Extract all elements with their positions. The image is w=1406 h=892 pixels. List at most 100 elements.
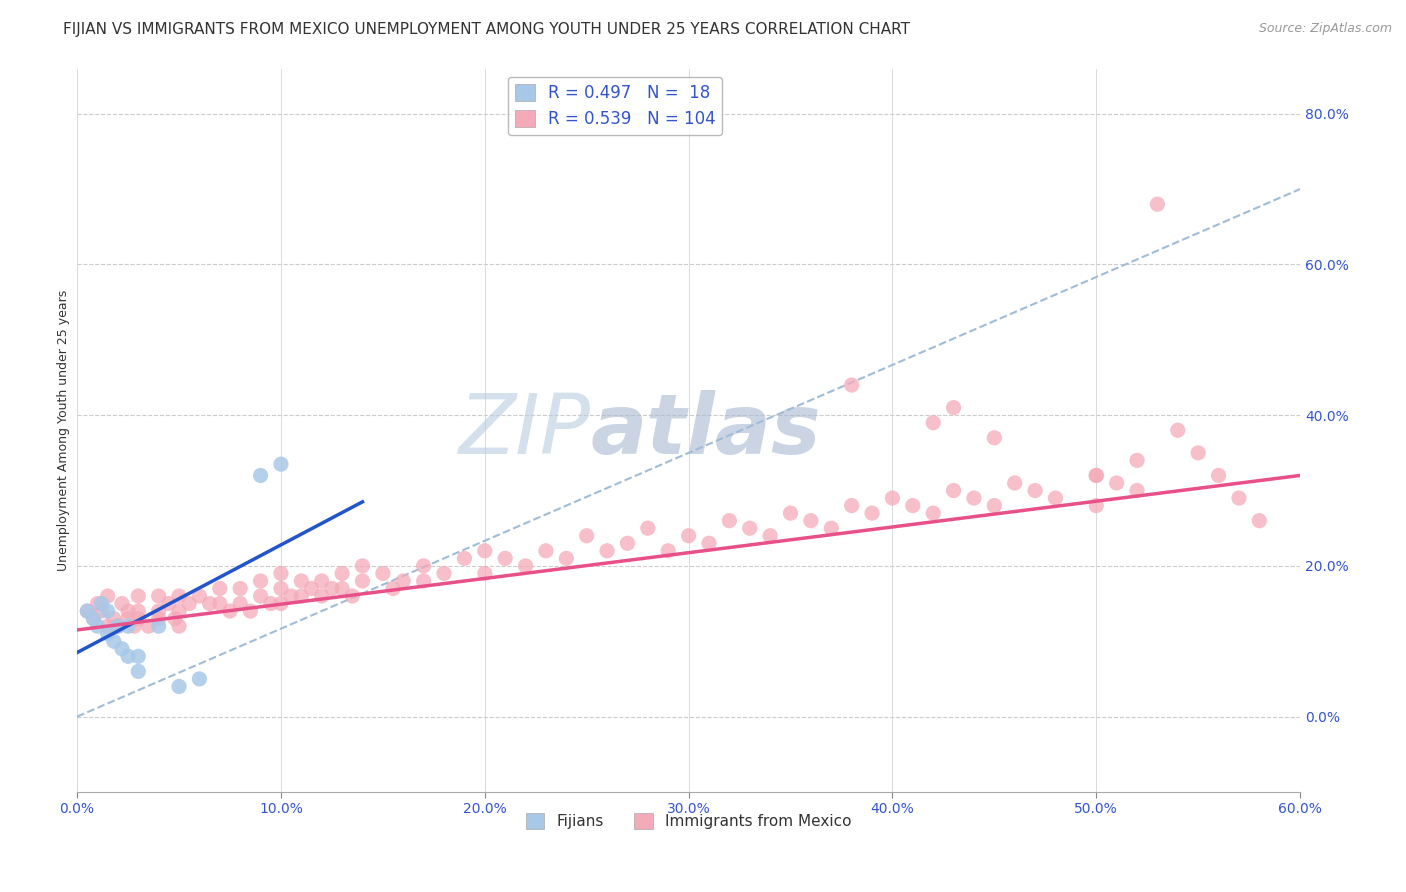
Point (963, 491, 986, 505)
Point (127, 649, 149, 664)
Point (90, 604, 112, 618)
Point (1208, 468, 1230, 483)
Point (290, 574, 312, 588)
Point (76, 604, 98, 618)
Point (167, 680, 190, 694)
Point (311, 589, 333, 603)
Point (148, 619, 170, 633)
Point (127, 612, 149, 626)
Point (841, 378, 863, 392)
Point (494, 551, 516, 566)
Point (1167, 423, 1189, 437)
Point (474, 566, 496, 581)
Point (270, 457, 292, 471)
Point (208, 597, 231, 611)
Point (983, 431, 1005, 445)
Text: atlas: atlas (591, 390, 821, 471)
Point (352, 558, 374, 573)
Point (208, 582, 231, 596)
Point (198, 597, 221, 611)
Point (882, 491, 904, 505)
Point (179, 597, 201, 611)
Point (188, 589, 211, 603)
Point (352, 574, 374, 588)
Point (260, 597, 283, 611)
Point (392, 574, 415, 588)
Point (249, 589, 271, 603)
Text: FIJIAN VS IMMIGRANTS FROM MEXICO UNEMPLOYMENT AMONG YOUTH UNDER 25 YEARS CORRELA: FIJIAN VS IMMIGRANTS FROM MEXICO UNEMPLO… (63, 22, 910, 37)
Point (117, 604, 139, 618)
Point (382, 582, 405, 596)
Point (942, 483, 965, 498)
Point (122, 619, 145, 633)
Point (1187, 446, 1209, 460)
Point (738, 521, 761, 535)
Point (157, 597, 180, 611)
Point (1126, 483, 1149, 498)
Point (117, 649, 139, 664)
Point (117, 612, 139, 626)
Point (1085, 499, 1108, 513)
Point (167, 604, 190, 618)
Point (718, 514, 741, 528)
Point (1024, 483, 1046, 498)
Point (111, 597, 134, 611)
Point (983, 499, 1005, 513)
Point (800, 514, 823, 528)
Point (555, 551, 578, 566)
Point (1105, 475, 1128, 490)
Point (330, 566, 353, 581)
Point (249, 468, 271, 483)
Point (148, 589, 170, 603)
Point (841, 499, 863, 513)
Point (249, 574, 271, 588)
Point (239, 604, 262, 618)
Point (167, 619, 190, 633)
Point (433, 566, 456, 581)
Point (82, 612, 104, 626)
Point (127, 665, 149, 679)
Point (534, 544, 557, 558)
Point (515, 558, 537, 573)
Point (127, 604, 149, 618)
Point (270, 597, 292, 611)
Point (148, 604, 170, 618)
Point (616, 536, 638, 550)
Point (127, 589, 149, 603)
Point (901, 499, 924, 513)
Point (1085, 468, 1108, 483)
Point (97, 589, 120, 603)
Point (860, 506, 883, 520)
Point (229, 597, 252, 611)
Point (163, 612, 186, 626)
Point (1126, 453, 1149, 467)
Point (371, 566, 394, 581)
Point (86, 619, 108, 633)
Point (280, 589, 302, 603)
Point (97, 604, 120, 618)
Y-axis label: Unemployment Among Youth under 25 years: Unemployment Among Youth under 25 years (58, 290, 70, 571)
Point (779, 506, 801, 520)
Point (76, 604, 98, 618)
Point (1227, 491, 1250, 505)
Point (1146, 197, 1168, 211)
Point (82, 612, 104, 626)
Point (412, 574, 434, 588)
Point (270, 582, 292, 596)
Point (1045, 491, 1067, 505)
Point (290, 589, 312, 603)
Point (637, 521, 659, 535)
Text: Source: ZipAtlas.com: Source: ZipAtlas.com (1258, 22, 1392, 36)
Point (188, 672, 211, 686)
Point (86, 597, 108, 611)
Point (575, 529, 598, 543)
Point (474, 544, 496, 558)
Point (342, 589, 364, 603)
Point (138, 619, 160, 633)
Point (1004, 475, 1026, 490)
Point (412, 558, 434, 573)
Point (942, 401, 965, 415)
Legend: Fijians, Immigrants from Mexico: Fijians, Immigrants from Mexico (520, 806, 858, 835)
Point (820, 521, 842, 535)
Point (1249, 514, 1271, 528)
